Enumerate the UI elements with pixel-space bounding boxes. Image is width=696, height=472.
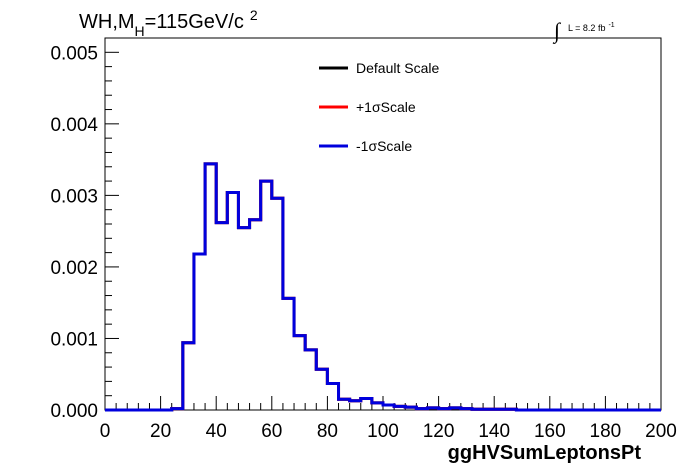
legend-label: -1σScale — [356, 138, 412, 154]
y-tick-label: 0.004 — [50, 115, 98, 136]
lumi-value: L = 8.2 fb — [568, 23, 605, 33]
lumi-superscript: -1 — [608, 22, 614, 29]
title-superscript: 2 — [250, 7, 258, 23]
x-tick-label: 80 — [317, 421, 338, 442]
x-tick-label: 180 — [590, 421, 622, 442]
legend-label: Default Scale — [356, 60, 439, 76]
x-axis-label: ggHVSumLeptonsPt — [448, 442, 642, 464]
y-axis: 0.000 0.001 0.002 0.003 0.004 0.005 — [50, 37, 119, 422]
x-tick-label: 20 — [150, 421, 171, 442]
title-main: WH,M — [79, 11, 135, 33]
title-rest: =115GeV/c — [145, 11, 244, 33]
x-tick-label: 100 — [367, 421, 399, 442]
x-tick-label: 200 — [645, 421, 677, 442]
lumi-label: L = 8.2 fb -1 — [568, 22, 615, 33]
series-line — [105, 162, 661, 412]
y-tick-label: 0.005 — [50, 43, 98, 64]
x-tick-label: 120 — [423, 421, 455, 442]
legend: Default Scale +1σScale -1σScale — [319, 60, 439, 154]
title-subscript: H — [135, 23, 145, 39]
y-tick-label: 0.001 — [50, 329, 98, 350]
x-tick-label: 140 — [478, 421, 510, 442]
y-tick-label: 0.003 — [50, 186, 98, 207]
legend-label: +1σScale — [356, 99, 416, 115]
x-tick-label: 40 — [206, 421, 227, 442]
chart-title: WH,MH=115GeV/c 2 — [79, 7, 258, 39]
x-tick-label: 160 — [534, 421, 566, 442]
x-tick-label: 60 — [261, 421, 282, 442]
series-line — [105, 162, 661, 412]
y-tick-label: 0.002 — [50, 258, 98, 279]
x-axis: 0 20 40 60 80 100 120 140 160 180 200 — [100, 396, 677, 442]
y-tick-label: 0.000 — [50, 401, 98, 422]
series-line — [105, 162, 661, 412]
plot-frame — [104, 37, 662, 411]
series-layer — [105, 162, 661, 412]
lumi-integral: ∫ — [552, 18, 562, 44]
x-tick-label: 0 — [100, 421, 111, 442]
